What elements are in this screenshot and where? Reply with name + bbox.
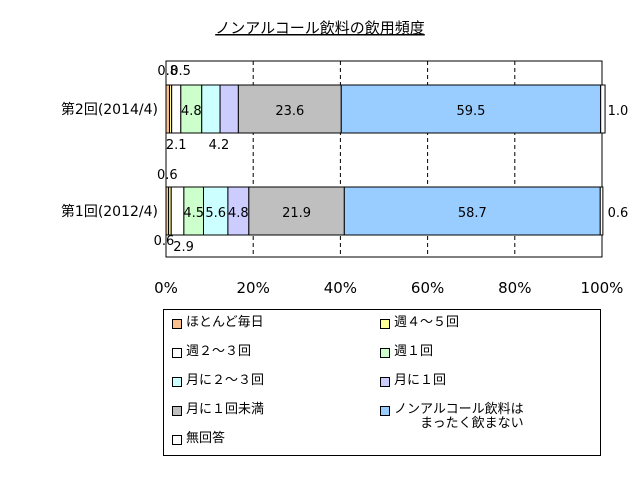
bar-segment xyxy=(600,84,606,134)
x-tick-label: 40% xyxy=(324,279,357,297)
bar-segment xyxy=(171,84,182,134)
data-label: 4.5 xyxy=(183,206,204,221)
category-label: 第1回(2012/4) xyxy=(61,203,158,220)
bar-segment xyxy=(219,84,239,134)
bar-segment xyxy=(165,84,170,134)
legend-label: 週４～５回 xyxy=(394,315,460,330)
data-label: 59.5 xyxy=(457,104,486,119)
x-tick-label: 60% xyxy=(411,279,444,297)
data-label: 0.8 xyxy=(157,64,178,79)
bar-segment xyxy=(248,186,345,236)
legend-item: 無回答 xyxy=(172,432,225,446)
data-label: 4.2 xyxy=(209,138,230,153)
data-label: 4.8 xyxy=(181,104,202,119)
legend-swatch xyxy=(172,319,182,329)
data-label: 58.7 xyxy=(458,206,487,221)
data-label: 2.9 xyxy=(173,240,194,255)
legend-label: 月に２～３回 xyxy=(186,373,265,388)
x-tick-label: 0% xyxy=(154,279,178,297)
x-tick-label: 100% xyxy=(581,279,624,297)
legend-label: ノンアルコール飲料は まったく飲まない xyxy=(394,402,524,431)
bar-segment xyxy=(170,186,185,236)
x-tick-label: 20% xyxy=(237,279,270,297)
data-label: 4.8 xyxy=(228,206,249,221)
legend-swatch xyxy=(380,319,390,329)
legend-swatch xyxy=(380,348,390,358)
legend-item: 週２～３回 xyxy=(172,345,251,359)
data-label: 0.6 xyxy=(157,168,178,183)
data-label: 0.6 xyxy=(608,206,629,221)
bar-segment xyxy=(201,84,221,134)
legend-swatch xyxy=(172,348,182,358)
x-tick-label: 80% xyxy=(498,279,531,297)
chart-title: ノンアルコール飲料の飲用頻度 xyxy=(215,19,425,37)
legend-label: 週２～３回 xyxy=(186,344,252,359)
data-label: 0.6 xyxy=(154,234,175,249)
legend-label: 月に１回 xyxy=(394,373,447,388)
legend-item: 週１回 xyxy=(380,345,433,359)
bar-segment xyxy=(237,84,342,134)
legend-label: ほとんど毎日 xyxy=(186,315,264,330)
legend-item: 月に１回未満 xyxy=(172,403,264,417)
legend-item: 月に１回 xyxy=(380,374,446,388)
legend-swatch xyxy=(172,406,182,416)
data-label: 2.1 xyxy=(166,138,187,153)
legend-item: 月に２～３回 xyxy=(172,374,264,388)
data-label: 0.5 xyxy=(170,64,191,79)
data-label: 1.0 xyxy=(608,104,629,119)
legend-swatch xyxy=(172,435,182,445)
legend-item: ノンアルコール飲料は まったく飲まない xyxy=(380,403,524,431)
legend-swatch xyxy=(172,377,182,387)
legend-label: 無回答 xyxy=(186,431,226,446)
legend-swatch xyxy=(380,406,390,416)
legend-swatch xyxy=(380,377,390,387)
legend-label: 週１回 xyxy=(394,344,434,359)
data-label: 21.9 xyxy=(282,206,311,221)
legend-label: 月に１回未満 xyxy=(186,402,265,417)
data-label: 23.6 xyxy=(275,104,304,119)
legend-item: 週４～５回 xyxy=(380,316,459,330)
bar-segment xyxy=(599,186,604,236)
bar-segment xyxy=(343,186,601,236)
data-label: 5.6 xyxy=(205,206,226,221)
legend: ほとんど毎日 週４～５回週２～３回 週１回月に２～３回 月に１回月に１回未満 ノンアルコ… xyxy=(163,309,601,456)
legend-item: ほとんど毎日 xyxy=(172,316,264,330)
category-label: 第2回(2014/4) xyxy=(61,101,158,118)
